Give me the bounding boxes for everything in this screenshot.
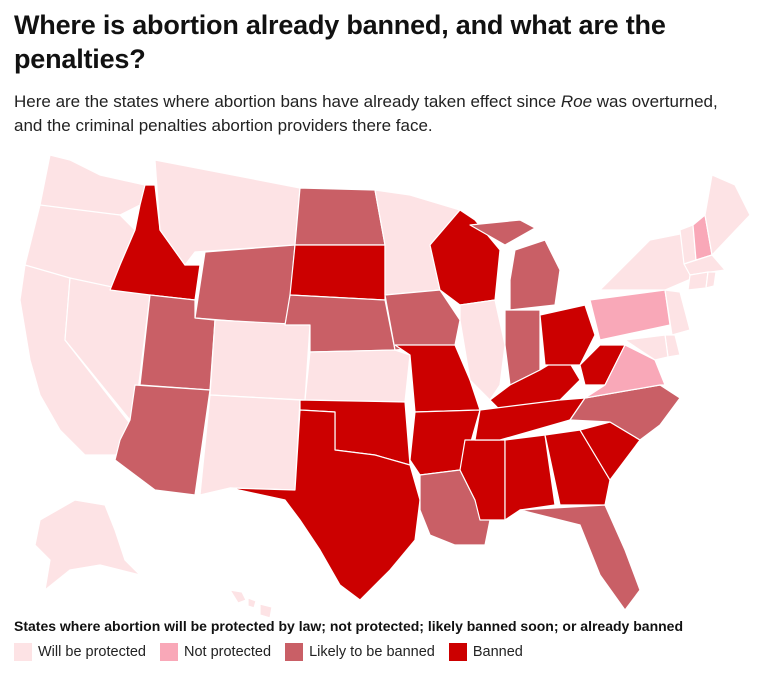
legend-swatch-protected <box>14 643 32 661</box>
us-map-svg <box>19 154 751 619</box>
state-WA[interactable] <box>39 154 146 216</box>
state-MD[interactable] <box>624 334 669 361</box>
legend: Will be protected Not protected Likely t… <box>14 643 537 661</box>
state-MA[interactable] <box>683 254 726 276</box>
state-NJ[interactable] <box>664 289 691 336</box>
legend-label-protected: Will be protected <box>38 644 146 660</box>
legend-swatch-likely-banned <box>285 643 304 661</box>
legend-label-not-protected: Not protected <box>184 644 272 660</box>
state-HI[interactable] <box>229 589 273 619</box>
legend-label-banned: Banned <box>472 644 523 660</box>
legend-item-not-protected: Not protected <box>160 643 271 661</box>
state-AK[interactable] <box>34 499 141 591</box>
legend-swatch-banned <box>448 643 467 661</box>
subtitle-emphasis: Roe <box>560 92 593 111</box>
state-GA[interactable] <box>544 429 611 506</box>
state-KS[interactable] <box>304 349 411 403</box>
subtitle-text-start: Here are the states where abortion bans … <box>14 92 561 111</box>
state-ME[interactable] <box>704 174 751 256</box>
legend-item-banned: Banned <box>448 643 523 661</box>
state-ND[interactable] <box>294 187 386 246</box>
legend-item-protected: Will be protected <box>14 643 146 661</box>
state-RI[interactable] <box>705 271 717 289</box>
state-IL[interactable] <box>459 299 506 401</box>
legend-swatch-not-protected <box>160 643 178 661</box>
state-WI[interactable] <box>429 209 501 306</box>
page-title: Where is abortion already banned, and wh… <box>14 10 666 74</box>
state-CO[interactable] <box>209 319 311 401</box>
subtitle-text-end: was overturned, and the criminal penalti… <box>14 92 718 135</box>
state-PA[interactable] <box>589 289 671 341</box>
state-WY[interactable] <box>194 244 296 326</box>
state-NM[interactable] <box>199 394 301 496</box>
state-AZ[interactable] <box>114 384 211 496</box>
page-subtitle: Here are the states where abortion bans … <box>14 90 744 138</box>
state-SD[interactable] <box>289 244 386 301</box>
state-MI[interactable] <box>469 219 561 311</box>
us-map <box>0 140 759 620</box>
state-IA[interactable] <box>384 289 461 351</box>
state-TX[interactable] <box>229 409 421 601</box>
state-OH[interactable] <box>539 304 596 366</box>
legend-item-likely-banned: Likely to be banned <box>285 643 435 661</box>
legend-label-likely-banned: Likely to be banned <box>309 644 435 660</box>
state-FL[interactable] <box>519 504 641 611</box>
state-CT[interactable] <box>687 271 709 291</box>
state-AL[interactable] <box>504 434 556 521</box>
legend-title: States where abortion will be protected … <box>14 618 684 634</box>
